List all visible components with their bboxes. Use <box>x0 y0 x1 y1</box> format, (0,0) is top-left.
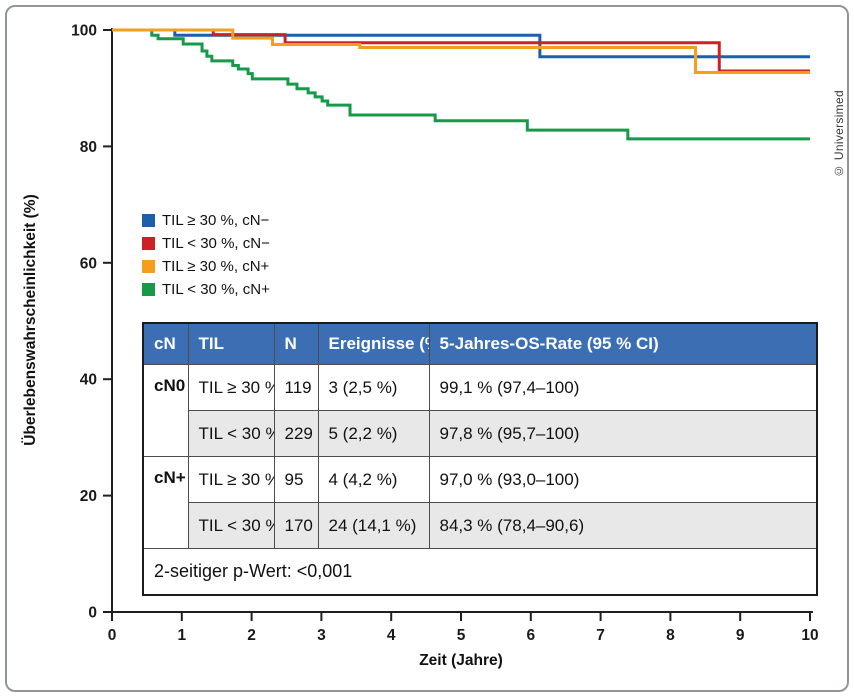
table-row: TIL < 30 % 170 24 (14,1 %) 84,3 % (78,4–… <box>143 502 818 549</box>
legend-swatch-orange-icon <box>142 260 155 273</box>
legend-item-til-lt30-cn-pos: TIL < 30 %, cN+ <box>142 278 270 301</box>
cell-cn0: cN0 <box>142 364 189 457</box>
y-tick-label: 60 <box>80 255 97 272</box>
header-cn: cN <box>142 322 189 365</box>
header-ereignisse: Ereignisse (%) <box>317 322 430 365</box>
cell-os-rate: 84,3 % (78,4–90,6) <box>428 502 818 549</box>
x-tick-label: 2 <box>247 627 256 644</box>
p-value-note: 2-seitiger p-Wert: <0,001 <box>142 548 818 596</box>
series-line-2 <box>112 28 810 74</box>
cell-n: 170 <box>273 502 319 549</box>
cell-ereignisse: 3 (2,5 %) <box>317 364 430 411</box>
header-os-rate: 5-Jahres-OS-Rate (95 % CI) <box>428 322 818 365</box>
table-row: cN+ TIL ≥ 30 % 95 4 (4,2 %) 97,0 % (93,0… <box>142 456 818 549</box>
legend-item-til-ge30-cn-pos: TIL ≥ 30 %, cN+ <box>142 255 270 278</box>
table-row: cN0 TIL ≥ 30 % 119 3 (2,5 %) 99,1 % (97,… <box>142 364 818 457</box>
cell-til: TIL < 30 % <box>187 502 275 549</box>
cell-os-rate: 97,8 % (95,7–100) <box>428 410 818 457</box>
y-tick-label: 40 <box>80 372 97 389</box>
cell-ereignisse: 5 (2,2 %) <box>317 410 430 457</box>
x-tick-label: 3 <box>317 627 326 644</box>
cell-n: 119 <box>273 364 319 411</box>
y-tick-label: 100 <box>71 23 97 40</box>
table-footer-row: 2-seitiger p-Wert: <0,001 <box>142 548 818 596</box>
cell-n: 95 <box>273 456 319 503</box>
x-tick-label: 6 <box>526 627 535 644</box>
legend-swatch-green-icon <box>142 283 155 296</box>
cell-cn-plus: cN+ <box>142 456 189 549</box>
y-tick-label: 0 <box>88 605 97 622</box>
legend-swatch-red-icon <box>142 237 155 250</box>
header-n: N <box>273 322 319 365</box>
y-tick-label: 80 <box>80 139 97 156</box>
cell-til: TIL ≥ 30 % <box>187 456 275 503</box>
cell-n: 229 <box>273 410 319 457</box>
legend-label: TIL < 30 %, cN− <box>162 235 270 252</box>
cell-ereignisse: 4 (4,2 %) <box>317 456 430 503</box>
series-line-3 <box>112 28 810 141</box>
x-tick-label: 0 <box>108 627 117 644</box>
x-tick-label: 1 <box>177 627 186 644</box>
header-til: TIL <box>187 322 275 365</box>
x-tick-label: 5 <box>457 627 466 644</box>
x-tick-label: 9 <box>736 627 745 644</box>
x-tick-label: 8 <box>666 627 675 644</box>
results-table: cN TIL N Ereignisse (%) 5-Jahres-OS-Rate… <box>142 322 818 596</box>
x-tick-label: 4 <box>387 627 396 644</box>
legend-swatch-blue-icon <box>142 214 155 227</box>
y-axis-title: Überlebenswahrscheinlichkeit (%) <box>22 194 39 446</box>
cell-os-rate: 99,1 % (97,4–100) <box>428 364 818 411</box>
cell-ereignisse: 24 (14,1 %) <box>317 502 430 549</box>
legend-label: TIL ≥ 30 %, cN− <box>162 212 270 229</box>
legend-item-til-ge30-cn-neg: TIL ≥ 30 %, cN− <box>142 209 270 232</box>
legend-item-til-lt30-cn-neg: TIL < 30 %, cN− <box>142 232 270 255</box>
legend: TIL ≥ 30 %, cN− TIL < 30 %, cN− TIL ≥ 30… <box>142 209 270 301</box>
x-tick-label: 7 <box>596 627 605 644</box>
y-tick-label: 20 <box>80 488 97 505</box>
x-tick-label: 10 <box>801 627 818 644</box>
legend-label: TIL < 30 %, cN+ <box>162 281 270 298</box>
table-row: TIL < 30 % 229 5 (2,2 %) 97,8 % (95,7–10… <box>143 410 818 457</box>
cell-til: TIL ≥ 30 % <box>187 364 275 411</box>
table-header-row: cN TIL N Ereignisse (%) 5-Jahres-OS-Rate… <box>142 322 818 365</box>
legend-label: TIL ≥ 30 %, cN+ <box>162 258 270 275</box>
cell-os-rate: 97,0 % (93,0–100) <box>428 456 818 503</box>
x-axis-title: Zeit (Jahre) <box>419 652 503 669</box>
cell-til: TIL < 30 % <box>187 410 275 457</box>
copyright-note: © Universimed <box>832 90 846 178</box>
